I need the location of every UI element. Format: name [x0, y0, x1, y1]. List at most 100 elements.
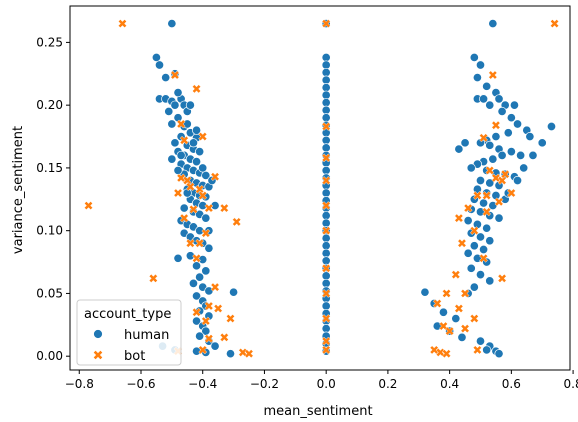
legend-human-marker: [93, 329, 103, 339]
bot-point-74: [321, 263, 331, 273]
bot-point-12: [210, 172, 220, 182]
bot-point-21: [148, 273, 158, 283]
human-point-108: [497, 106, 507, 116]
bot-point-73: [321, 226, 331, 236]
points-layer: [84, 19, 559, 359]
human-point-172: [482, 345, 492, 355]
human-point-151: [469, 241, 479, 251]
x-axis-label: mean_sentiment: [263, 404, 372, 419]
bot-point-49: [469, 226, 479, 236]
human-point-205: [321, 233, 331, 243]
y-axis: 0.00 0.05 0.10 0.15 0.20 0.25: [36, 35, 70, 363]
human-point-153: [463, 248, 473, 258]
human-point-87: [188, 138, 199, 148]
bot-point-28: [204, 334, 214, 344]
human-point-139: [479, 198, 489, 208]
human-point-214: [321, 301, 331, 311]
legend: account_type human bot: [76, 299, 182, 366]
bot-point-26: [213, 304, 223, 313]
y-axis-label: variance_sentiment: [11, 126, 26, 254]
human-point-158: [485, 276, 495, 286]
human-point-179: [537, 138, 547, 148]
bot-point-30: [219, 332, 229, 342]
human-point-167: [457, 332, 467, 342]
human-point-75: [195, 331, 205, 341]
x-tick-label-4: 0.0: [317, 377, 336, 391]
human-point-199: [321, 188, 331, 198]
bot-point-39: [479, 133, 488, 143]
bot-point-10: [198, 191, 208, 200]
bot-point-47: [463, 203, 473, 213]
y-tick-label-4: 0.20: [36, 98, 63, 112]
human-point-64: [188, 278, 199, 288]
human-point-196: [321, 165, 331, 175]
human-point-126: [466, 163, 476, 173]
human-point-178: [528, 150, 538, 160]
human-point-58: [173, 253, 183, 263]
human-point-203: [321, 218, 331, 228]
human-point-156: [466, 263, 476, 273]
human-point-33: [173, 165, 183, 175]
human-point-63: [195, 272, 205, 282]
bot-point-19: [192, 253, 201, 263]
human-point-3: [161, 72, 171, 83]
human-point-104: [485, 100, 495, 110]
human-point-112: [546, 121, 557, 132]
human-point-174: [460, 138, 470, 148]
human-point-147: [482, 223, 492, 233]
x-tick-label-7: 0.6: [502, 377, 521, 391]
human-point-84: [176, 150, 186, 160]
human-point-164: [451, 313, 461, 324]
bot-point-8: [173, 188, 183, 198]
bot-point-66: [482, 207, 492, 217]
human-point-96: [488, 19, 498, 29]
bot-point-0: [118, 19, 127, 28]
bot-point-55: [460, 289, 470, 298]
human-point-105: [494, 94, 504, 104]
human-point-168: [475, 336, 486, 346]
bot-point-53: [451, 270, 461, 279]
human-point-175: [519, 163, 529, 173]
bot-point-23: [204, 301, 214, 311]
human-point-159: [469, 282, 479, 292]
bot-point-70: [321, 153, 331, 163]
human-point-21: [195, 147, 205, 157]
human-point-186: [321, 90, 331, 100]
human-point-110: [512, 119, 523, 129]
human-point-176: [512, 175, 523, 186]
bot-point-43: [473, 191, 482, 200]
x-tick-label-0: −0.8: [65, 377, 94, 391]
human-point-100: [482, 81, 492, 91]
bot-point-50: [457, 238, 467, 248]
human-point-114: [503, 128, 513, 138]
human-point-144: [494, 213, 504, 223]
bot-point-56: [432, 299, 442, 308]
human-point-72: [191, 316, 202, 326]
bot-point-57: [454, 304, 464, 313]
bot-point-59: [439, 321, 448, 331]
human-point-95: [173, 88, 183, 98]
human-point-181: [321, 52, 331, 63]
x-tick-label-3: −0.2: [250, 377, 279, 391]
bot-point-72: [321, 201, 331, 210]
bot-point-41: [491, 173, 501, 183]
human-point-25: [191, 157, 202, 167]
human-point-66: [204, 286, 214, 296]
human-point-202: [321, 211, 331, 221]
bot-point-20: [84, 201, 93, 210]
y-tick-label-5: 0.25: [36, 35, 63, 49]
human-point-120: [506, 147, 516, 157]
bot-point-11: [204, 203, 214, 213]
x-tick-label-8: 0.8: [564, 377, 578, 391]
legend-box: [76, 299, 182, 366]
x-tick-label-1: −0.6: [126, 377, 155, 391]
human-point-187: [321, 98, 331, 108]
human-point-118: [485, 140, 495, 150]
bot-point-27: [226, 314, 235, 323]
human-point-149: [475, 232, 486, 242]
human-point-192: [321, 135, 331, 145]
bot-point-29: [198, 345, 208, 355]
bot-point-77: [321, 336, 331, 346]
bot-point-51: [479, 253, 488, 263]
human-point-163: [438, 307, 449, 317]
